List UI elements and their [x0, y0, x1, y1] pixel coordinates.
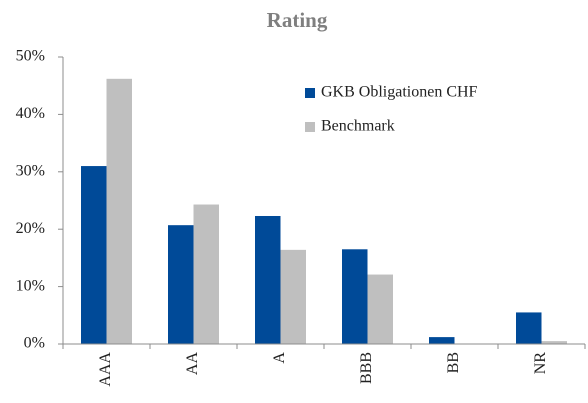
y-tick-label: 20% — [16, 220, 45, 237]
bar — [168, 225, 194, 344]
bar — [106, 78, 132, 344]
x-tick-label: A — [271, 352, 288, 364]
x-tick-label: AAA — [97, 352, 114, 387]
y-tick-label: 0% — [24, 335, 45, 352]
y-tick-label: 30% — [16, 162, 45, 179]
bar — [516, 312, 542, 344]
chart-title: Rating — [267, 8, 328, 32]
x-tick-label: BBB — [358, 352, 375, 384]
bar — [342, 249, 368, 344]
bar — [541, 341, 567, 344]
legend-swatch — [305, 122, 315, 132]
y-tick-label: 50% — [16, 48, 45, 65]
x-tick-label: BB — [445, 352, 462, 373]
x-tick-label: NR — [532, 352, 549, 375]
bar — [280, 249, 306, 344]
bar — [255, 215, 281, 344]
bar — [193, 204, 219, 344]
bar — [367, 274, 393, 344]
bar — [429, 337, 455, 344]
y-tick-label: 10% — [16, 277, 45, 294]
legend-label: Benchmark — [321, 118, 395, 135]
x-tick-label: AA — [184, 352, 201, 376]
legend-swatch — [305, 88, 315, 98]
legend-label: GKB Obligationen CHF — [321, 84, 478, 101]
bar — [81, 166, 107, 344]
y-tick-label: 40% — [16, 105, 45, 122]
